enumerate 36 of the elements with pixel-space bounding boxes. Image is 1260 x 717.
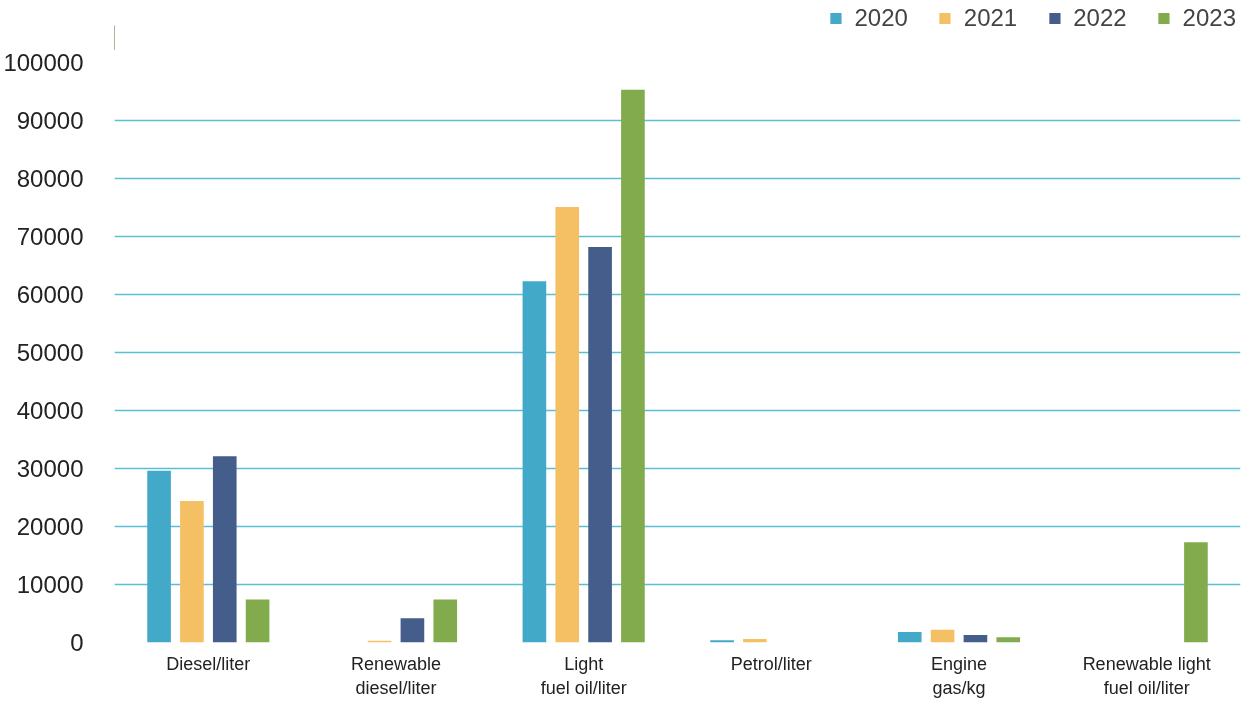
y-tick-label: 70000 <box>16 223 84 250</box>
y-tick-label: 30000 <box>16 455 84 482</box>
y-tick-label: 90000 <box>16 107 84 134</box>
bar <box>522 281 547 643</box>
bar <box>245 599 270 643</box>
x-tick-label: Petrol/liter <box>730 653 812 674</box>
x-tick-label: Light fuel oil/liter <box>540 653 627 698</box>
bar <box>1184 542 1208 643</box>
bar <box>963 634 988 643</box>
bar <box>897 632 922 643</box>
legend-label: 2023 <box>1182 4 1236 32</box>
y-tick-label: 80000 <box>16 165 84 192</box>
y-tick-label: 20000 <box>16 513 84 540</box>
y-tick-label: 60000 <box>16 281 84 308</box>
bar <box>147 470 171 643</box>
y-tick-label: 10000 <box>16 571 84 598</box>
bar <box>996 637 1021 643</box>
y-tick-label: 0 <box>70 629 84 656</box>
legend-label: 2020 <box>854 4 908 32</box>
x-tick-label: Renewable light fuel oil/liter <box>1082 653 1211 698</box>
bar <box>588 246 612 643</box>
x-tick-label: Engine gas/kg <box>930 653 988 698</box>
bar <box>212 456 237 643</box>
y-tick-label: 100000 <box>3 49 84 76</box>
bar <box>433 599 458 643</box>
x-tick-label: Renewable diesel/liter <box>350 653 442 698</box>
bar <box>400 618 425 643</box>
bar <box>555 206 580 643</box>
bar <box>930 629 955 643</box>
legend-label: 2022 <box>1073 4 1127 32</box>
y-tick-label: 50000 <box>16 339 84 366</box>
legend-label: 2021 <box>963 4 1018 32</box>
y-tick-label: 40000 <box>16 397 84 424</box>
x-tick-label: Diesel/liter <box>166 653 251 674</box>
bar <box>180 500 204 643</box>
bar <box>621 89 645 643</box>
